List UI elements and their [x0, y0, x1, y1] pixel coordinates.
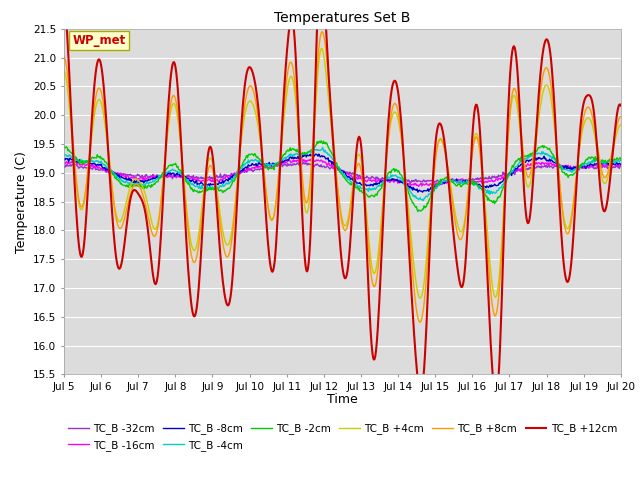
TC_B -8cm	[419, 189, 426, 195]
TC_B -32cm	[617, 163, 625, 168]
TC_B -32cm	[127, 173, 135, 179]
TC_B -4cm	[70, 156, 78, 162]
TC_B -4cm	[411, 194, 419, 200]
TC_B -16cm	[70, 161, 78, 167]
Legend: TC_B -32cm, TC_B -16cm, TC_B -8cm, TC_B -4cm, TC_B -2cm, TC_B +4cm, TC_B +8cm, T: TC_B -32cm, TC_B -16cm, TC_B -8cm, TC_B …	[64, 420, 621, 455]
TC_B -16cm	[60, 160, 68, 166]
Title: Temperatures Set B: Temperatures Set B	[274, 11, 411, 25]
TC_B +4cm	[70, 159, 78, 165]
TC_B -2cm	[184, 181, 192, 187]
TC_B -16cm	[127, 174, 135, 180]
TC_B -8cm	[617, 161, 625, 167]
Line: TC_B -2cm: TC_B -2cm	[64, 141, 621, 212]
TC_B +4cm	[417, 295, 424, 301]
TC_B -32cm	[440, 180, 447, 186]
TC_B -2cm	[414, 209, 422, 215]
TC_B -2cm	[214, 185, 221, 191]
TC_B +8cm	[184, 226, 192, 231]
TC_B -32cm	[214, 173, 221, 179]
TC_B +8cm	[70, 151, 78, 157]
TC_B -8cm	[315, 151, 323, 157]
TC_B -8cm	[60, 156, 68, 162]
Line: TC_B +12cm: TC_B +12cm	[64, 0, 621, 398]
TC_B +8cm	[417, 319, 424, 325]
TC_B +12cm	[184, 263, 192, 268]
Line: TC_B +8cm: TC_B +8cm	[64, 32, 621, 322]
Line: TC_B -16cm: TC_B -16cm	[64, 159, 621, 186]
TC_B -8cm	[70, 157, 78, 163]
TC_B +8cm	[617, 114, 625, 120]
TC_B -4cm	[428, 188, 436, 193]
TC_B -32cm	[184, 174, 192, 180]
TC_B -8cm	[214, 181, 221, 187]
Text: WP_met: WP_met	[72, 35, 125, 48]
TC_B +12cm	[70, 171, 78, 177]
TC_B -32cm	[296, 158, 303, 164]
TC_B +8cm	[318, 29, 326, 35]
TC_B +12cm	[411, 341, 419, 347]
TC_B -4cm	[214, 184, 221, 190]
TC_B -2cm	[317, 138, 325, 144]
TC_B -32cm	[60, 163, 68, 169]
TC_B +8cm	[60, 54, 68, 60]
TC_B -4cm	[127, 181, 135, 187]
X-axis label: Time: Time	[327, 394, 358, 407]
TC_B +8cm	[214, 198, 221, 204]
TC_B +8cm	[127, 188, 135, 194]
TC_B -8cm	[411, 186, 419, 192]
TC_B -16cm	[617, 162, 625, 168]
TC_B +4cm	[184, 218, 192, 224]
TC_B -4cm	[617, 157, 625, 163]
Line: TC_B -32cm: TC_B -32cm	[64, 161, 621, 183]
TC_B -4cm	[184, 177, 192, 182]
TC_B -2cm	[411, 203, 419, 209]
TC_B -8cm	[428, 185, 436, 191]
TC_B +4cm	[127, 181, 135, 187]
TC_B -16cm	[415, 183, 422, 189]
TC_B +12cm	[127, 192, 135, 198]
TC_B +4cm	[318, 46, 326, 51]
TC_B +8cm	[428, 198, 436, 204]
TC_B -2cm	[127, 183, 135, 189]
TC_B +4cm	[428, 186, 436, 192]
TC_B -16cm	[411, 180, 419, 186]
TC_B -2cm	[60, 144, 68, 149]
TC_B -4cm	[60, 152, 68, 158]
TC_B +12cm	[428, 214, 435, 219]
TC_B -2cm	[70, 154, 78, 159]
TC_B -4cm	[419, 198, 427, 204]
TC_B -16cm	[308, 156, 316, 162]
TC_B -32cm	[428, 178, 435, 183]
TC_B +12cm	[492, 396, 500, 401]
TC_B +8cm	[411, 293, 419, 299]
TC_B -32cm	[411, 178, 419, 184]
TC_B +4cm	[617, 122, 625, 128]
TC_B +4cm	[411, 270, 419, 276]
TC_B -4cm	[319, 144, 326, 150]
TC_B -16cm	[428, 182, 436, 188]
TC_B +4cm	[60, 68, 68, 74]
TC_B +12cm	[60, 4, 68, 10]
TC_B -2cm	[617, 156, 625, 162]
TC_B +12cm	[214, 211, 221, 216]
TC_B -16cm	[184, 175, 192, 180]
TC_B +4cm	[214, 190, 221, 196]
TC_B -16cm	[214, 177, 221, 182]
TC_B +12cm	[617, 103, 625, 108]
Line: TC_B +4cm: TC_B +4cm	[64, 48, 621, 298]
TC_B -32cm	[70, 162, 78, 168]
Line: TC_B -4cm: TC_B -4cm	[64, 147, 621, 201]
Line: TC_B -8cm: TC_B -8cm	[64, 154, 621, 192]
Y-axis label: Temperature (C): Temperature (C)	[15, 151, 28, 252]
TC_B -2cm	[428, 191, 436, 196]
TC_B -8cm	[184, 176, 192, 181]
TC_B -8cm	[127, 177, 135, 182]
